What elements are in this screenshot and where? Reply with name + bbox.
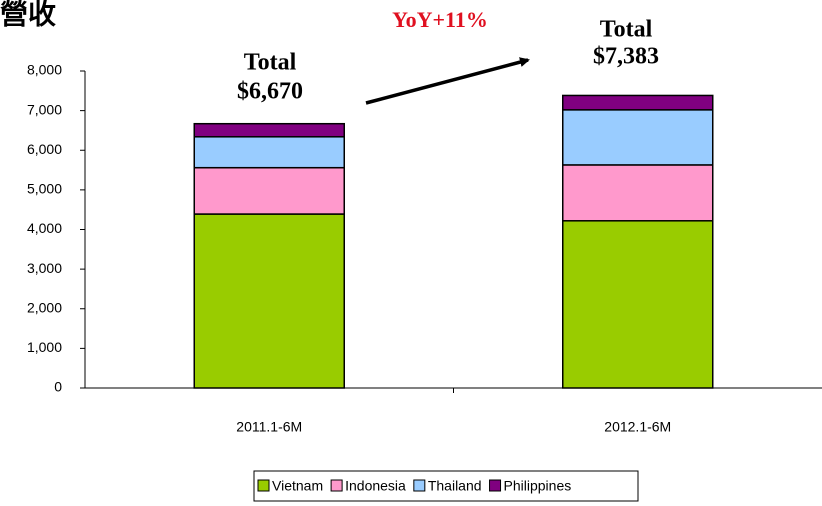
y-tick-label: 8,000 (27, 62, 62, 78)
annotation: $6,670 (237, 79, 303, 105)
annotation: $7,383 (593, 44, 659, 70)
bar-segment (562, 220, 714, 389)
y-tick-label: 1,000 (27, 339, 62, 355)
legend-label: Philippines (504, 478, 572, 494)
y-tick-label: 4,000 (27, 220, 62, 236)
legend-swatch (489, 479, 502, 492)
legend-swatch (330, 479, 343, 492)
bar-segment (193, 136, 345, 169)
bar-segment (562, 109, 714, 166)
y-tick-label: 3,000 (27, 260, 62, 276)
legend-label: Indonesia (345, 478, 406, 494)
legend: Vietnam Indonesia Thailand Philippines (253, 470, 639, 502)
y-tick-label: 0 (54, 379, 62, 395)
legend-swatch (257, 479, 270, 492)
legend-swatch (413, 479, 426, 492)
y-tick-label: 6,000 (27, 141, 62, 157)
bar-segment (193, 213, 345, 389)
arrow (365, 57, 530, 105)
annotation: Total (600, 17, 653, 43)
annotation: YoY+11% (392, 7, 488, 32)
bar-segment (193, 122, 345, 138)
bar-segment (562, 164, 714, 222)
legend-label: Thailand (428, 478, 482, 494)
x-tick-label: 2011.1-6M (236, 419, 302, 435)
y-tick-label: 5,000 (27, 181, 62, 197)
bar-segment (193, 166, 345, 215)
legend-label: Vietnam (272, 478, 323, 494)
annotation: Total (244, 50, 297, 76)
bar-segment (562, 94, 714, 111)
x-tick-label: 2012.1-6M (604, 419, 671, 435)
chart-title: 營收 (0, 0, 56, 31)
y-tick-label: 7,000 (27, 101, 62, 117)
y-tick-label: 2,000 (27, 299, 62, 315)
legend-box (253, 470, 639, 502)
